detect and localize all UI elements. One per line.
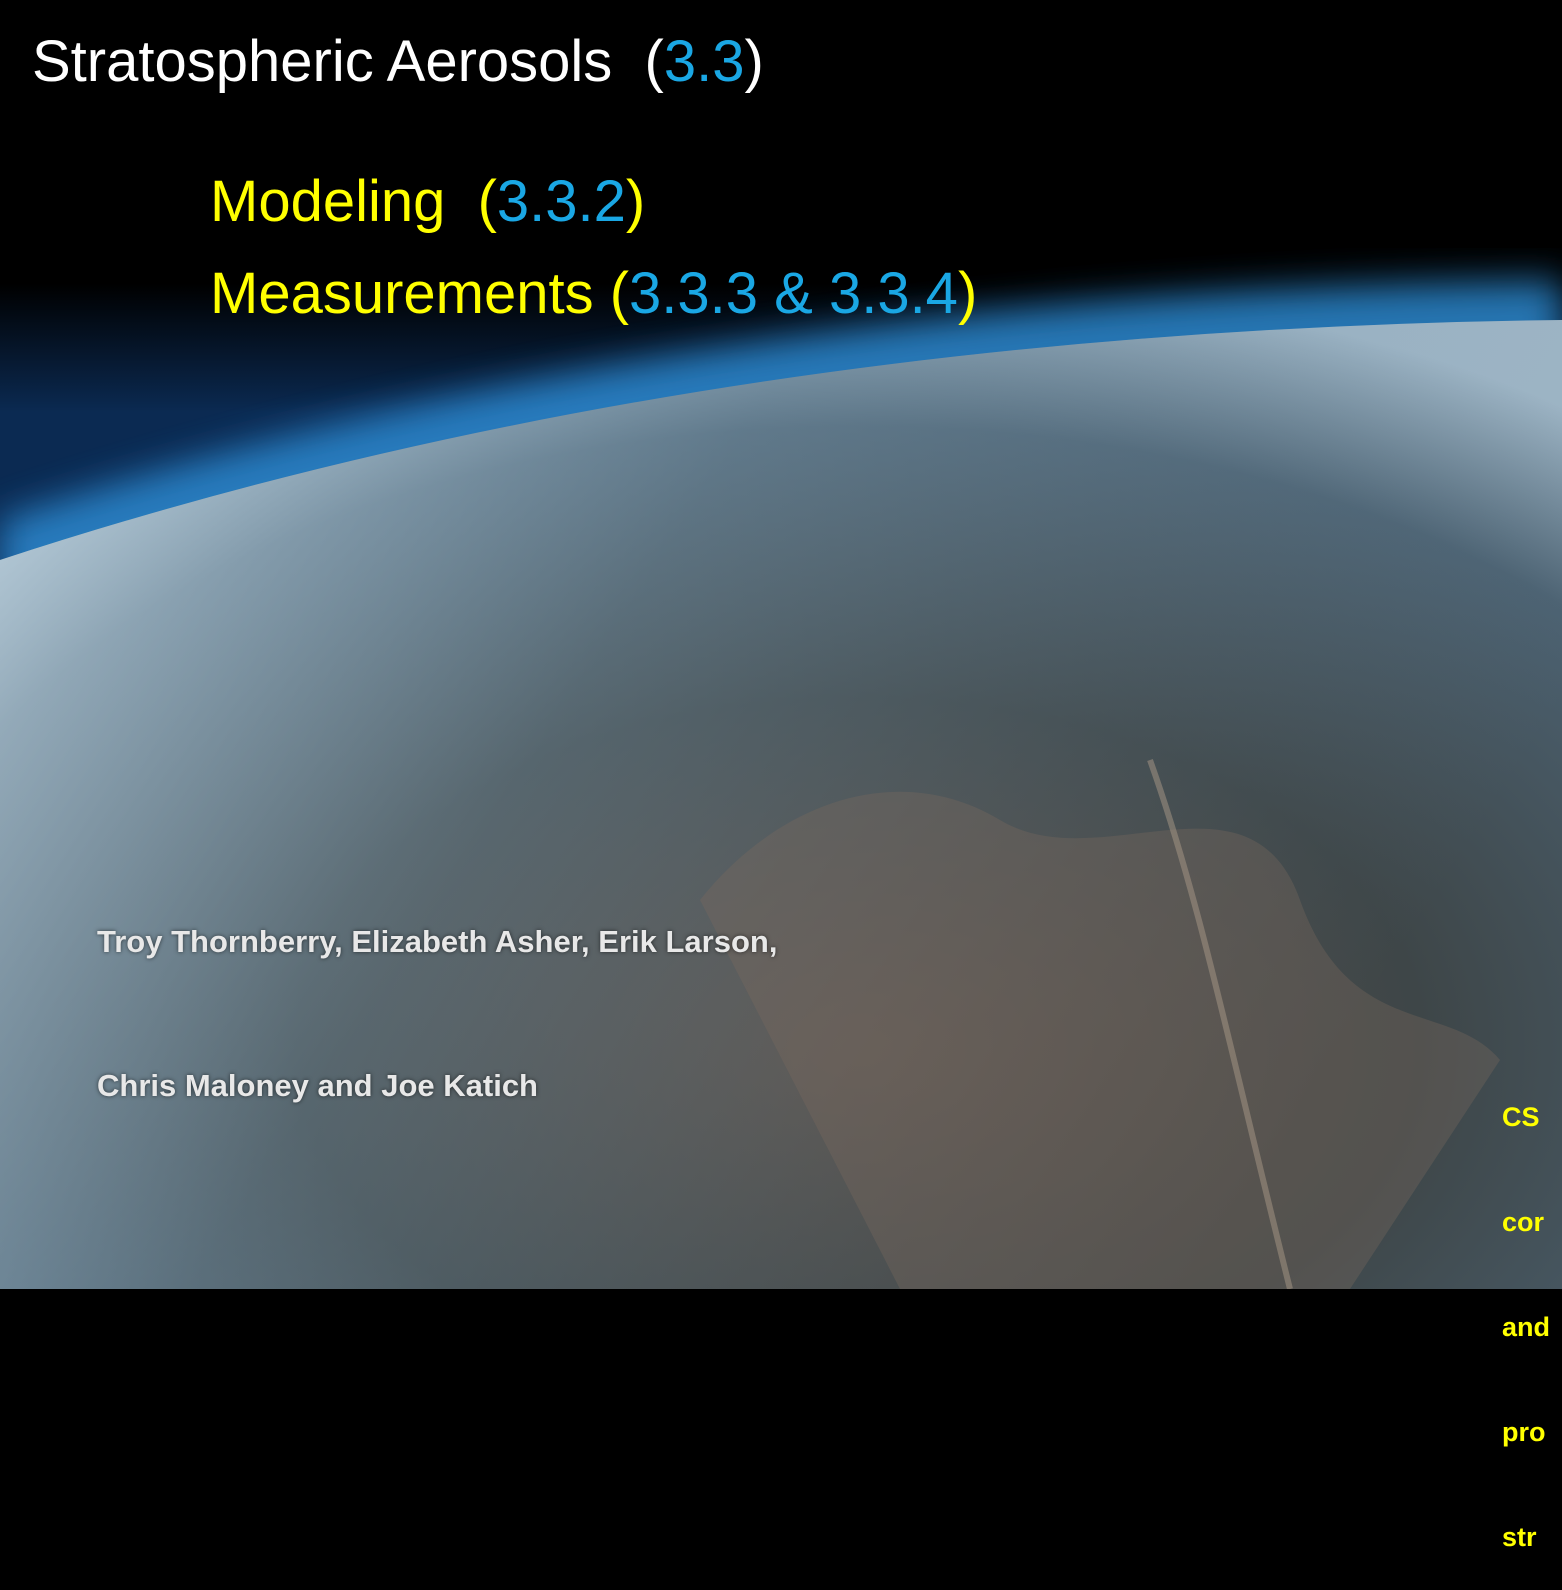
authors: Troy Thornberry, Elizabeth Asher, Erik L… <box>97 822 777 1158</box>
note-line: cor <box>1502 1207 1545 1237</box>
earth-background <box>0 0 1562 1289</box>
section-number: 3.3.3 & 3.3.4 <box>629 261 958 326</box>
subtitle-text: ) <box>625 169 646 234</box>
author-line: Troy Thornberry, Elizabeth Asher, Erik L… <box>97 924 778 959</box>
slide: {"title": ["Stratospheric Aerosols (", "… <box>0 0 1562 1552</box>
subtitle-text: Modeling ( <box>210 169 497 234</box>
section-number: 3.3.2 <box>496 169 626 234</box>
note-line: CS <box>1502 1102 1540 1132</box>
slide-title: Stratospheric Aerosols (3.3) <box>32 28 764 95</box>
title-text: ) <box>744 29 764 94</box>
section-number: 3.3 <box>663 29 745 94</box>
author-line: Chris Maloney and Joe Katich <box>97 1068 538 1103</box>
note-line: and <box>1502 1312 1551 1342</box>
title-text: Stratospheric Aerosols ( <box>32 29 664 94</box>
subtitle: Measurements (3.3.3 & 3.3.4) <box>210 260 977 327</box>
subtitle-text: Measurements ( <box>210 261 630 326</box>
subtitle-text: ) <box>957 261 978 326</box>
subtitle: Modeling (3.3.2) <box>210 168 645 235</box>
note-line: str <box>1502 1522 1537 1552</box>
note-line: pro <box>1502 1417 1546 1447</box>
side-note: CS cor and pro str <box>1502 1030 1550 1590</box>
